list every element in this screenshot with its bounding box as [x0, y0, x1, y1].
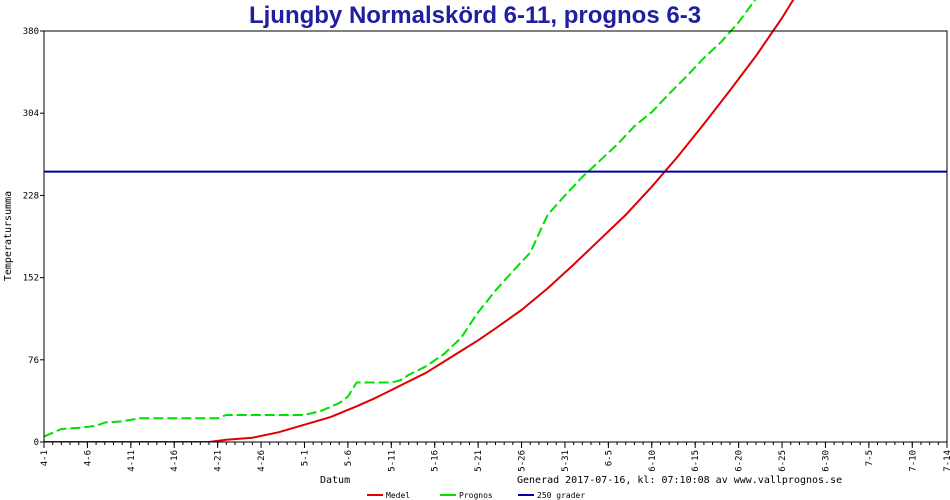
x-tick-label: 5-16	[431, 450, 441, 472]
x-tick-label: 4-6	[83, 450, 93, 466]
x-tick-label: 5-1	[300, 450, 310, 466]
x-tick-label: 4-11	[127, 450, 137, 472]
y-tick-label: 380	[23, 27, 39, 37]
y-tick-label: 304	[23, 109, 39, 119]
y-tick-label: 0	[34, 438, 39, 448]
x-tick-label: 5-6	[344, 450, 354, 466]
x-tick-label: 4-1	[40, 450, 50, 466]
legend-label: 250 grader	[537, 491, 585, 500]
x-tick-label: 6-15	[691, 450, 701, 472]
series-line-prognos	[44, 0, 757, 438]
x-tick-label: 5-21	[474, 450, 484, 472]
series-group	[44, 0, 947, 442]
legend-label: Medel	[386, 491, 410, 500]
x-tick-label: 6-20	[735, 450, 745, 472]
x-tick-label: 5-26	[518, 450, 528, 472]
x-axis-label: Datum	[320, 475, 350, 486]
x-tick-label: 4-26	[257, 450, 267, 472]
x-tick-label: 5-31	[561, 450, 571, 472]
legend: Medel Prognos 250 grader	[367, 491, 585, 500]
plot-frame	[43, 30, 948, 443]
x-tick-label: 7-5	[865, 450, 875, 466]
x-tick-label: 6-30	[821, 450, 831, 472]
x-tick-label: 4-16	[170, 450, 180, 472]
chart-title: Ljungby Normalskörd 6-11, prognos 6-3	[249, 2, 701, 29]
x-tick-label: 7-14	[943, 450, 950, 472]
x-tick-label: 6-25	[778, 450, 788, 472]
series-line-medel	[44, 0, 795, 442]
y-tick-label: 152	[23, 274, 39, 284]
x-axis: 4-1 4-6 4-11 4-16 4-21 4-26 5-1 5-6 5-11 5-16 5-21…	[40, 442, 950, 472]
y-axis: 0 76 152 228 304 380	[23, 27, 44, 448]
y-axis-label: Temperatursumma	[3, 191, 14, 281]
y-tick-label: 228	[23, 191, 39, 201]
footer-text: Generad 2017-07-16, kl: 07:10:08 av www.…	[517, 475, 842, 486]
x-tick-label: 4-21	[214, 450, 224, 472]
x-tick-label: 6-10	[648, 450, 658, 472]
x-tick-label: 7-10	[908, 450, 918, 472]
x-tick-label: 6-5	[604, 450, 614, 466]
x-tick-label: 5-11	[387, 450, 397, 472]
legend-label: Prognos	[459, 491, 493, 500]
y-tick-label: 76	[28, 356, 39, 366]
